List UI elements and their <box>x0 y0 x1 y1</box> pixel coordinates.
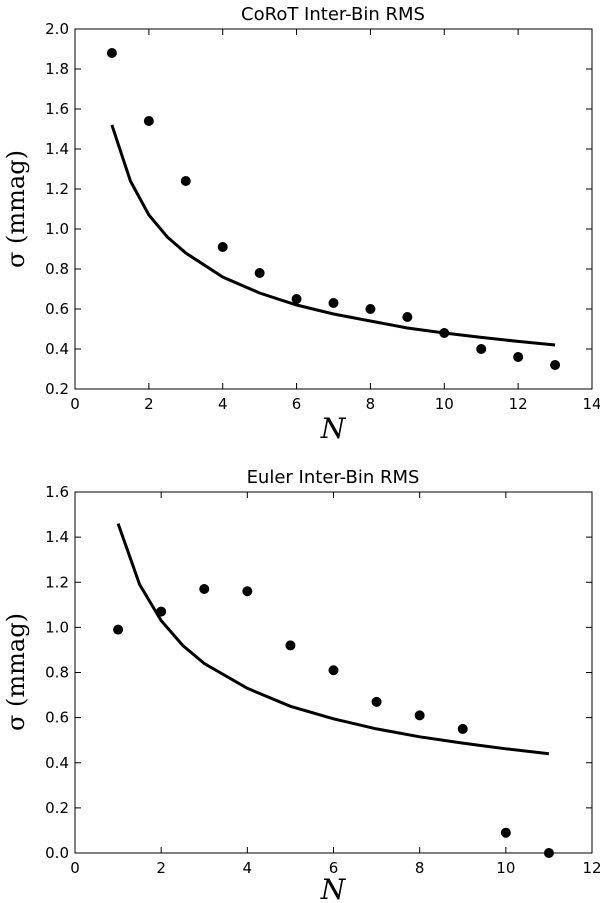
euler-data-point <box>285 640 296 651</box>
corot-data-point <box>513 352 524 362</box>
euler-y-tick-label: 0.0 <box>45 844 69 862</box>
euler-x-axis-label: N <box>320 873 347 903</box>
corot-y-tick-label: 1.6 <box>45 100 69 118</box>
euler-data-point <box>199 584 210 595</box>
corot-data-point <box>106 48 117 58</box>
euler-data-point <box>500 827 511 838</box>
corot-axes-frame <box>74 28 593 390</box>
euler-data-point <box>113 624 124 635</box>
euler-y-tick-label: 1.6 <box>45 483 69 501</box>
euler-data-point <box>457 723 468 734</box>
corot-model-curve <box>110 124 556 347</box>
euler-y-tick-label: 1.4 <box>45 528 69 546</box>
corot-y-tick-label: 1.8 <box>45 60 69 78</box>
corot-data-point <box>217 242 228 252</box>
euler-y-tick-label: 0.4 <box>45 754 69 772</box>
corot-plot-area: 0 2 4 6 8 10 12 14 0.2 0.4 0.6 0.8 1.0 1.2 1.4 1.6 1.8 2.… <box>45 20 600 413</box>
corot-x-tick-label: 8 <box>366 395 376 413</box>
euler-x-tick-label: 12 <box>582 859 600 877</box>
corot-y-tick-label: 0.2 <box>45 380 69 398</box>
corot-x-tick-label: 6 <box>292 395 302 413</box>
euler-x-tick-label: 4 <box>243 859 253 877</box>
corot-x-tick-label: 4 <box>218 395 228 413</box>
corot-data-point <box>254 268 265 278</box>
corot-x-tick-label: 10 <box>435 395 454 413</box>
euler-y-tick-label: 1.0 <box>45 618 69 636</box>
corot-y-tick-label: 0.6 <box>45 300 69 318</box>
corot-x-tick-label: 14 <box>582 395 600 413</box>
euler-data-point <box>414 710 425 721</box>
euler-x-tick-label: 2 <box>156 859 166 877</box>
corot-x-tick-label: 12 <box>509 395 528 413</box>
corot-chart-title: CoRoT Inter-Bin RMS <box>241 4 425 25</box>
corot-data-point <box>291 294 302 304</box>
corot-y-axis-label: σ (mmag) <box>2 150 30 268</box>
corot-y-tick-label: 1.2 <box>45 180 69 198</box>
corot-data-point <box>402 312 413 322</box>
corot-y-tick-label: 2.0 <box>45 20 69 38</box>
euler-data-point <box>242 586 253 597</box>
euler-y-axis-label: σ (mmag) <box>2 613 30 731</box>
corot-chart-panel: CoRoT Inter-Bin RMS 0 2 4 6 8 10 12 14 0.2 0.4 0.6… <box>2 4 600 445</box>
euler-y-tick-label: 0.8 <box>45 664 69 682</box>
euler-x-tick-label: 8 <box>415 859 425 877</box>
euler-y-tick-label: 0.6 <box>45 709 69 727</box>
corot-x-tick-label: 2 <box>144 395 154 413</box>
euler-chart-panel: Euler Inter-Bin RMS 0 2 4 6 8 10 12 0.0 0.2 0.4 0.… <box>2 467 600 903</box>
corot-data-point <box>180 176 191 186</box>
corot-y-tick-label: 0.4 <box>45 340 69 358</box>
corot-y-tick-label: 1.4 <box>45 140 69 158</box>
euler-data-point <box>543 848 554 858</box>
corot-data-point <box>365 304 376 314</box>
euler-y-tick-label: 0.2 <box>45 799 69 817</box>
euler-data-point <box>328 665 339 676</box>
euler-model-curve <box>116 523 550 756</box>
euler-x-tick-label: 6 <box>329 859 339 877</box>
euler-y-tick-label: 1.2 <box>45 573 69 591</box>
corot-y-tick-label: 0.8 <box>45 260 69 278</box>
euler-chart-title: Euler Inter-Bin RMS <box>247 467 420 488</box>
euler-x-tick-label: 0 <box>70 859 80 877</box>
corot-data-point <box>328 298 339 308</box>
corot-x-tick-label: 0 <box>70 395 80 413</box>
corot-x-axis-label: N <box>320 412 347 445</box>
euler-plot-area: 0 2 4 6 8 10 12 0.0 0.2 0.4 0.6 0.8 1.0 1.2 1.4 1.6 <box>45 483 600 877</box>
corot-data-point <box>476 344 487 354</box>
corot-data-point <box>550 360 561 370</box>
euler-x-tick-label: 10 <box>496 859 515 877</box>
euler-data-point <box>371 696 382 707</box>
corot-y-tick-label: 1.0 <box>45 220 69 238</box>
corot-data-point <box>143 116 154 126</box>
